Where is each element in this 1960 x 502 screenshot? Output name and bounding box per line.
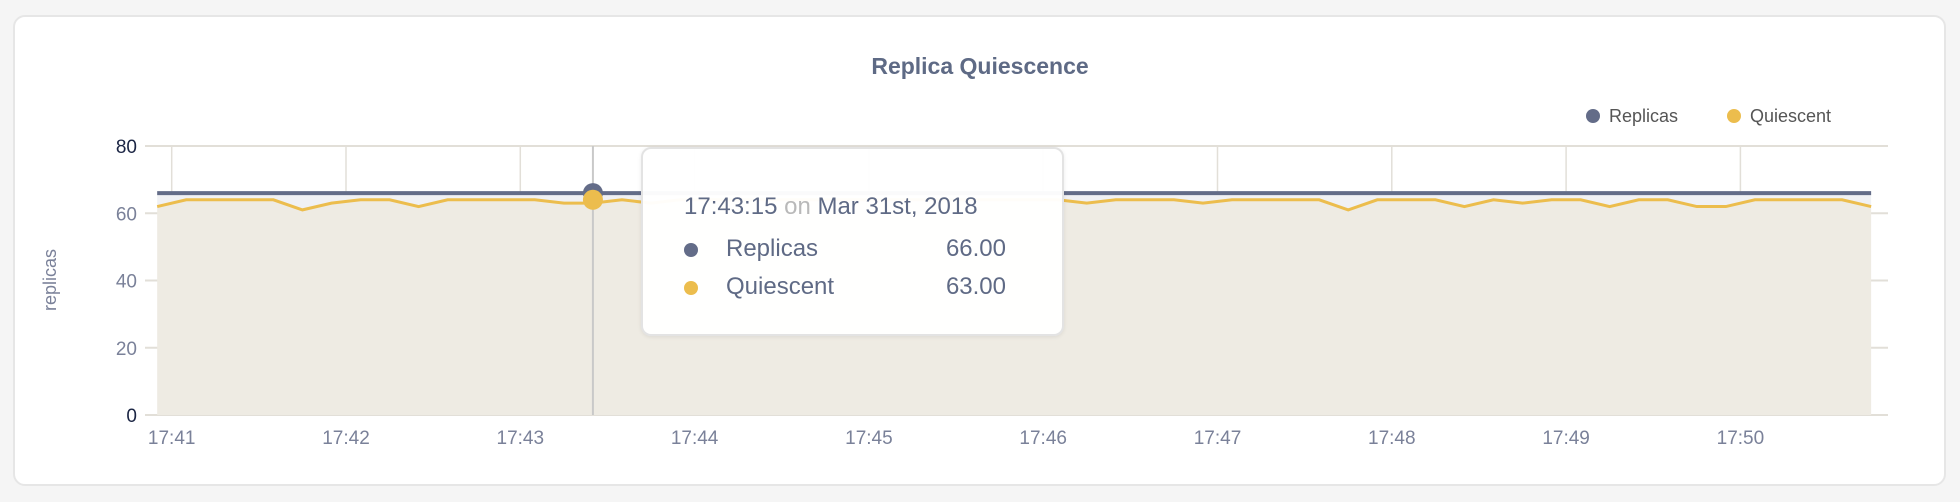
tooltip-on: on: [784, 193, 811, 220]
tooltip-value: 63.00: [945, 273, 1006, 300]
x-tick-label: 17:50: [1717, 428, 1765, 449]
x-tick-label: 17:49: [1542, 428, 1590, 449]
tooltip: 17:43:15 on Mar 31st, 2018 Replicas 66.0…: [641, 147, 1064, 336]
x-tick-label: 17:46: [1019, 428, 1067, 449]
y-tick-label: 20: [116, 339, 137, 360]
y-tick-label: 80: [116, 137, 137, 158]
y-tick-label: 0: [126, 406, 137, 427]
legend: Replicas Quiescent: [1586, 106, 1831, 126]
axes: 0 20 40 60 80 17:41 17:42 17:43 17:44 17:45 17:46 1…: [116, 137, 1764, 449]
legend-label-replicas: Replicas: [1609, 106, 1678, 126]
tooltip-header: 17:43:15 on Mar 31st, 2018: [684, 193, 978, 221]
legend-item-quiescent[interactable]: Quiescent: [1727, 106, 1831, 126]
hover-point-quiescent: [582, 189, 603, 210]
tooltip-row-quiescent: Quiescent 63.00: [643, 273, 1062, 303]
tooltip-time: 17:43:15: [684, 193, 778, 220]
x-tick-label: 17:42: [322, 428, 370, 449]
x-tick-label: 17:48: [1368, 428, 1416, 449]
tooltip-dot-quiescent: [684, 281, 698, 295]
chart-title: Replica Quiescence: [871, 53, 1088, 79]
tooltip-date: Mar 31st, 2018: [817, 193, 978, 220]
legend-dot-replicas: [1586, 109, 1600, 123]
tooltip-dot-replicas: [684, 243, 698, 257]
tooltip-value: 66.00: [945, 235, 1006, 262]
x-tick-label: 17:44: [671, 428, 719, 449]
x-tick-label: 17:41: [148, 428, 196, 449]
x-tick-label: 17:45: [845, 428, 893, 449]
y-axis-label: replicas: [40, 249, 60, 311]
tooltip-label: Quiescent: [726, 273, 835, 300]
legend-label-quiescent: Quiescent: [1750, 106, 1831, 126]
legend-dot-quiescent: [1727, 109, 1741, 123]
tooltip-label: Replicas: [726, 235, 819, 262]
x-tick-label: 17:47: [1194, 428, 1242, 449]
legend-item-replicas[interactable]: Replicas: [1586, 106, 1678, 126]
y-tick-label: 60: [116, 204, 137, 225]
x-tick-label: 17:43: [497, 428, 545, 449]
tooltip-row-replicas: Replicas 66.00: [643, 235, 1062, 265]
y-tick-label: 40: [116, 272, 137, 293]
hover-marker: [582, 146, 603, 415]
